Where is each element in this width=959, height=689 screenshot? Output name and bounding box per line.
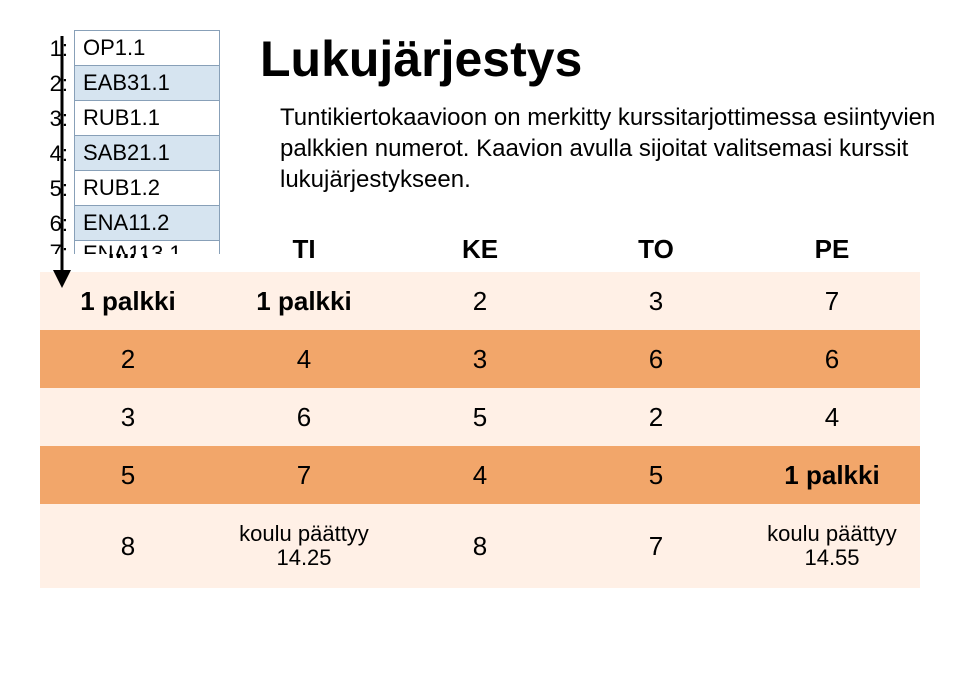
- timetable-cell: 3: [40, 388, 216, 446]
- course-num: 1:: [40, 30, 74, 65]
- timetable-cell: 1 palkki: [744, 446, 920, 504]
- course-num: 2:: [40, 65, 74, 100]
- header-to: TO: [568, 226, 744, 272]
- course-num: 3:: [40, 100, 74, 135]
- timetable-cell: 6: [568, 330, 744, 388]
- timetable-cell: 7: [216, 446, 392, 504]
- header-ti: TI: [216, 226, 392, 272]
- course-code: ENA113.1: [74, 240, 220, 254]
- timetable-cell: 5: [392, 388, 568, 446]
- timetable-row: 8 koulu päättyy 14.25 8 7 koulu päättyy …: [40, 504, 920, 588]
- timetable-cell: 4: [216, 330, 392, 388]
- timetable-cell: 5: [40, 446, 216, 504]
- course-num: 4:: [40, 135, 74, 170]
- course-row: 4: SAB21.1: [40, 135, 220, 170]
- header-ke: KE: [392, 226, 568, 272]
- course-row: 1: OP1.1: [40, 30, 220, 65]
- timetable-cell: 4: [392, 446, 568, 504]
- timetable-cell: 1 palkki: [40, 272, 216, 330]
- timetable-cell: 6: [744, 330, 920, 388]
- timetable-cell: 7: [568, 504, 744, 588]
- course-code: EAB31.1: [74, 65, 220, 101]
- timetable-row: 3 6 5 2 4: [40, 388, 920, 446]
- page-title: Lukujärjestys: [260, 30, 939, 88]
- timetable: MA TI KE TO PE 1 palkki 1 palkki 2 3 7 2…: [40, 226, 920, 588]
- timetable-cell: 8: [40, 504, 216, 588]
- header-pe: PE: [744, 226, 920, 272]
- timetable-cell: 2: [392, 272, 568, 330]
- timetable-row: 5 7 4 5 1 palkki: [40, 446, 920, 504]
- course-code: ENA11.2: [74, 205, 220, 241]
- course-row: 2: EAB31.1: [40, 65, 220, 100]
- course-row: 3: RUB1.1: [40, 100, 220, 135]
- timetable-cell: 1 palkki: [216, 272, 392, 330]
- course-code: SAB21.1: [74, 135, 220, 171]
- timetable-cell: 7: [744, 272, 920, 330]
- course-code: RUB1.1: [74, 100, 220, 136]
- timetable-cell: koulu päättyy 14.25: [216, 504, 392, 588]
- course-num: 6:: [40, 205, 74, 240]
- course-row: 7: ENA113.1: [40, 240, 220, 254]
- timetable-cell: 8: [392, 504, 568, 588]
- course-row: 5: RUB1.2: [40, 170, 220, 205]
- description-text: Tuntikiertokaavioon on merkitty kurssita…: [260, 102, 939, 196]
- course-code: RUB1.2: [74, 170, 220, 206]
- course-list: 1: OP1.1 2: EAB31.1 3: RUB1.1 4: SAB21.1…: [40, 30, 220, 254]
- top-area: 1: OP1.1 2: EAB31.1 3: RUB1.1 4: SAB21.1…: [40, 30, 939, 254]
- timetable-cell: koulu päättyy 14.55: [744, 504, 920, 588]
- timetable-cell: 3: [392, 330, 568, 388]
- timetable-row: 2 4 3 6 6: [40, 330, 920, 388]
- course-row: 6: ENA11.2: [40, 205, 220, 240]
- course-num: 7:: [40, 240, 74, 254]
- timetable-row: 1 palkki 1 palkki 2 3 7: [40, 272, 920, 330]
- timetable-cell: 4: [744, 388, 920, 446]
- timetable-cell: 2: [568, 388, 744, 446]
- course-num: 5:: [40, 170, 74, 205]
- timetable-cell: 6: [216, 388, 392, 446]
- title-block: Lukujärjestys Tuntikiertokaavioon on mer…: [260, 30, 939, 196]
- course-code: OP1.1: [74, 30, 220, 66]
- timetable-cell: 5: [568, 446, 744, 504]
- timetable-cell: 3: [568, 272, 744, 330]
- timetable-cell: 2: [40, 330, 216, 388]
